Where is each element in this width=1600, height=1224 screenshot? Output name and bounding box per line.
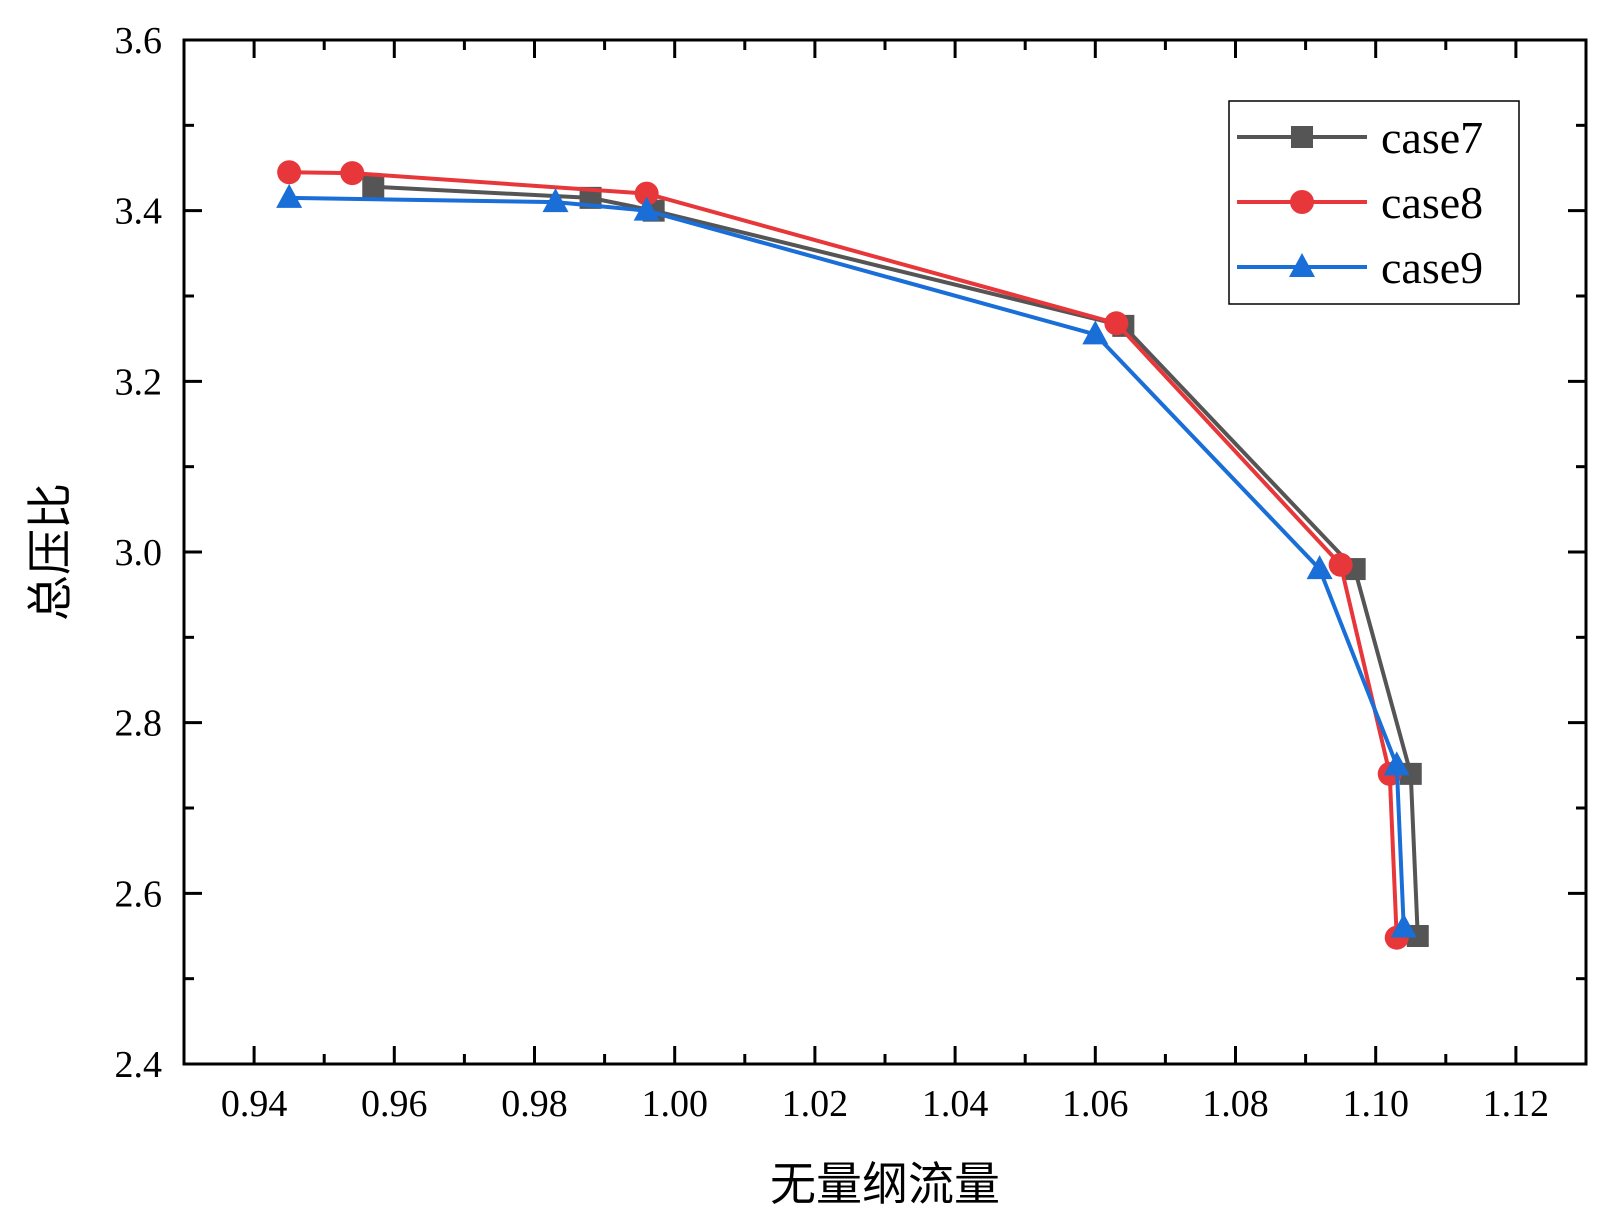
x-tick-label: 1.12	[1483, 1083, 1550, 1125]
y-tick-label: 3.6	[115, 20, 163, 62]
legend-label-case7: case7	[1381, 112, 1483, 163]
data-point-case7	[362, 175, 385, 198]
x-tick-label: 1.02	[782, 1083, 849, 1125]
data-point-case9	[1306, 555, 1333, 580]
x-tick-label: 1.10	[1342, 1083, 1409, 1125]
x-tick-label: 0.96	[361, 1083, 428, 1125]
data-point-case8	[634, 181, 659, 206]
data-point-case8	[340, 161, 365, 186]
data-point-case9	[1390, 913, 1417, 938]
legend-item-case9: case9	[1237, 242, 1483, 293]
y-tick-label: 3.2	[115, 361, 163, 403]
data-point-case9	[633, 196, 660, 221]
y-tick-label: 2.6	[115, 873, 163, 915]
x-axis-title: 无量纲流量	[770, 1157, 1000, 1211]
y-tick-label: 3.0	[115, 532, 163, 574]
data-point-case9	[542, 188, 569, 213]
data-point-case9	[276, 183, 303, 208]
series-line-case9	[289, 195, 1406, 928]
x-tick-label: 1.06	[1062, 1083, 1129, 1125]
data-point-case9	[1383, 751, 1410, 776]
y-tick-label: 2.4	[115, 1044, 163, 1086]
legend-marker-case7	[1291, 126, 1313, 148]
x-tick-label: 1.08	[1202, 1083, 1269, 1125]
legend-marker-case8	[1290, 190, 1314, 214]
data-point-case9	[1082, 320, 1109, 345]
legend-label-case9: case9	[1381, 242, 1483, 293]
y-axis-ticks: 2.4 2.6 2.8 3.0 3.2 3.4 3.6	[115, 20, 1586, 1086]
legend-marker-case9	[1289, 253, 1315, 277]
y-tick-label: 2.8	[115, 703, 163, 745]
legend-item-case7: case7	[1237, 112, 1483, 163]
legend: case7 case8 case9	[1228, 100, 1520, 305]
legend-items: case7 case8 case9	[1237, 112, 1483, 293]
legend-item-case8: case8	[1237, 177, 1483, 228]
data-point-case8	[277, 160, 302, 185]
data-point-case8	[1328, 552, 1353, 577]
series-layer	[276, 160, 1429, 950]
data-point-case8	[1104, 311, 1129, 336]
series-case9	[276, 183, 1417, 938]
x-tick-label: 0.94	[221, 1083, 288, 1125]
x-tick-label: 1.00	[641, 1083, 708, 1125]
legend-label-case8: case8	[1381, 177, 1483, 228]
x-axis-ticks: 0.94 0.96 0.98 1.00 1.02 1.04 1.06 1.08 1.10 1.12	[221, 40, 1549, 1125]
x-tick-label: 1.04	[922, 1083, 989, 1125]
y-tick-label: 3.4	[115, 191, 163, 233]
y-axis-title: 总压比	[23, 483, 77, 621]
x-tick-label: 0.98	[501, 1083, 568, 1125]
